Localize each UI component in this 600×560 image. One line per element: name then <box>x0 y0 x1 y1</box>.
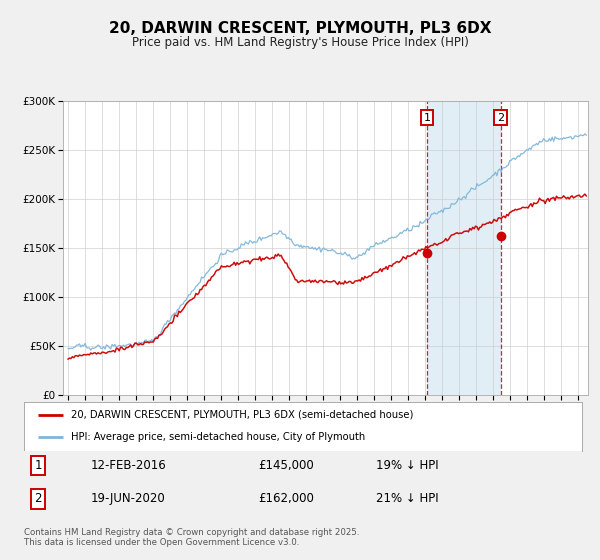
Text: 2: 2 <box>497 113 504 123</box>
Bar <box>427 101 500 395</box>
Text: 2: 2 <box>34 492 42 506</box>
Text: Price paid vs. HM Land Registry's House Price Index (HPI): Price paid vs. HM Land Registry's House … <box>131 36 469 49</box>
Text: HPI: Average price, semi-detached house, City of Plymouth: HPI: Average price, semi-detached house,… <box>71 432 365 442</box>
Text: 12-FEB-2016: 12-FEB-2016 <box>91 459 167 472</box>
Text: 20, DARWIN CRESCENT, PLYMOUTH, PL3 6DX: 20, DARWIN CRESCENT, PLYMOUTH, PL3 6DX <box>109 21 491 36</box>
Text: Contains HM Land Registry data © Crown copyright and database right 2025.
This d: Contains HM Land Registry data © Crown c… <box>24 528 359 547</box>
Text: 1: 1 <box>424 113 430 123</box>
Text: 20, DARWIN CRESCENT, PLYMOUTH, PL3 6DX (semi-detached house): 20, DARWIN CRESCENT, PLYMOUTH, PL3 6DX (… <box>71 410 414 420</box>
Text: 19-JUN-2020: 19-JUN-2020 <box>91 492 166 506</box>
Text: 1: 1 <box>34 459 42 472</box>
Text: £162,000: £162,000 <box>259 492 314 506</box>
Text: 21% ↓ HPI: 21% ↓ HPI <box>376 492 438 506</box>
Text: 19% ↓ HPI: 19% ↓ HPI <box>376 459 438 472</box>
Text: £145,000: £145,000 <box>259 459 314 472</box>
